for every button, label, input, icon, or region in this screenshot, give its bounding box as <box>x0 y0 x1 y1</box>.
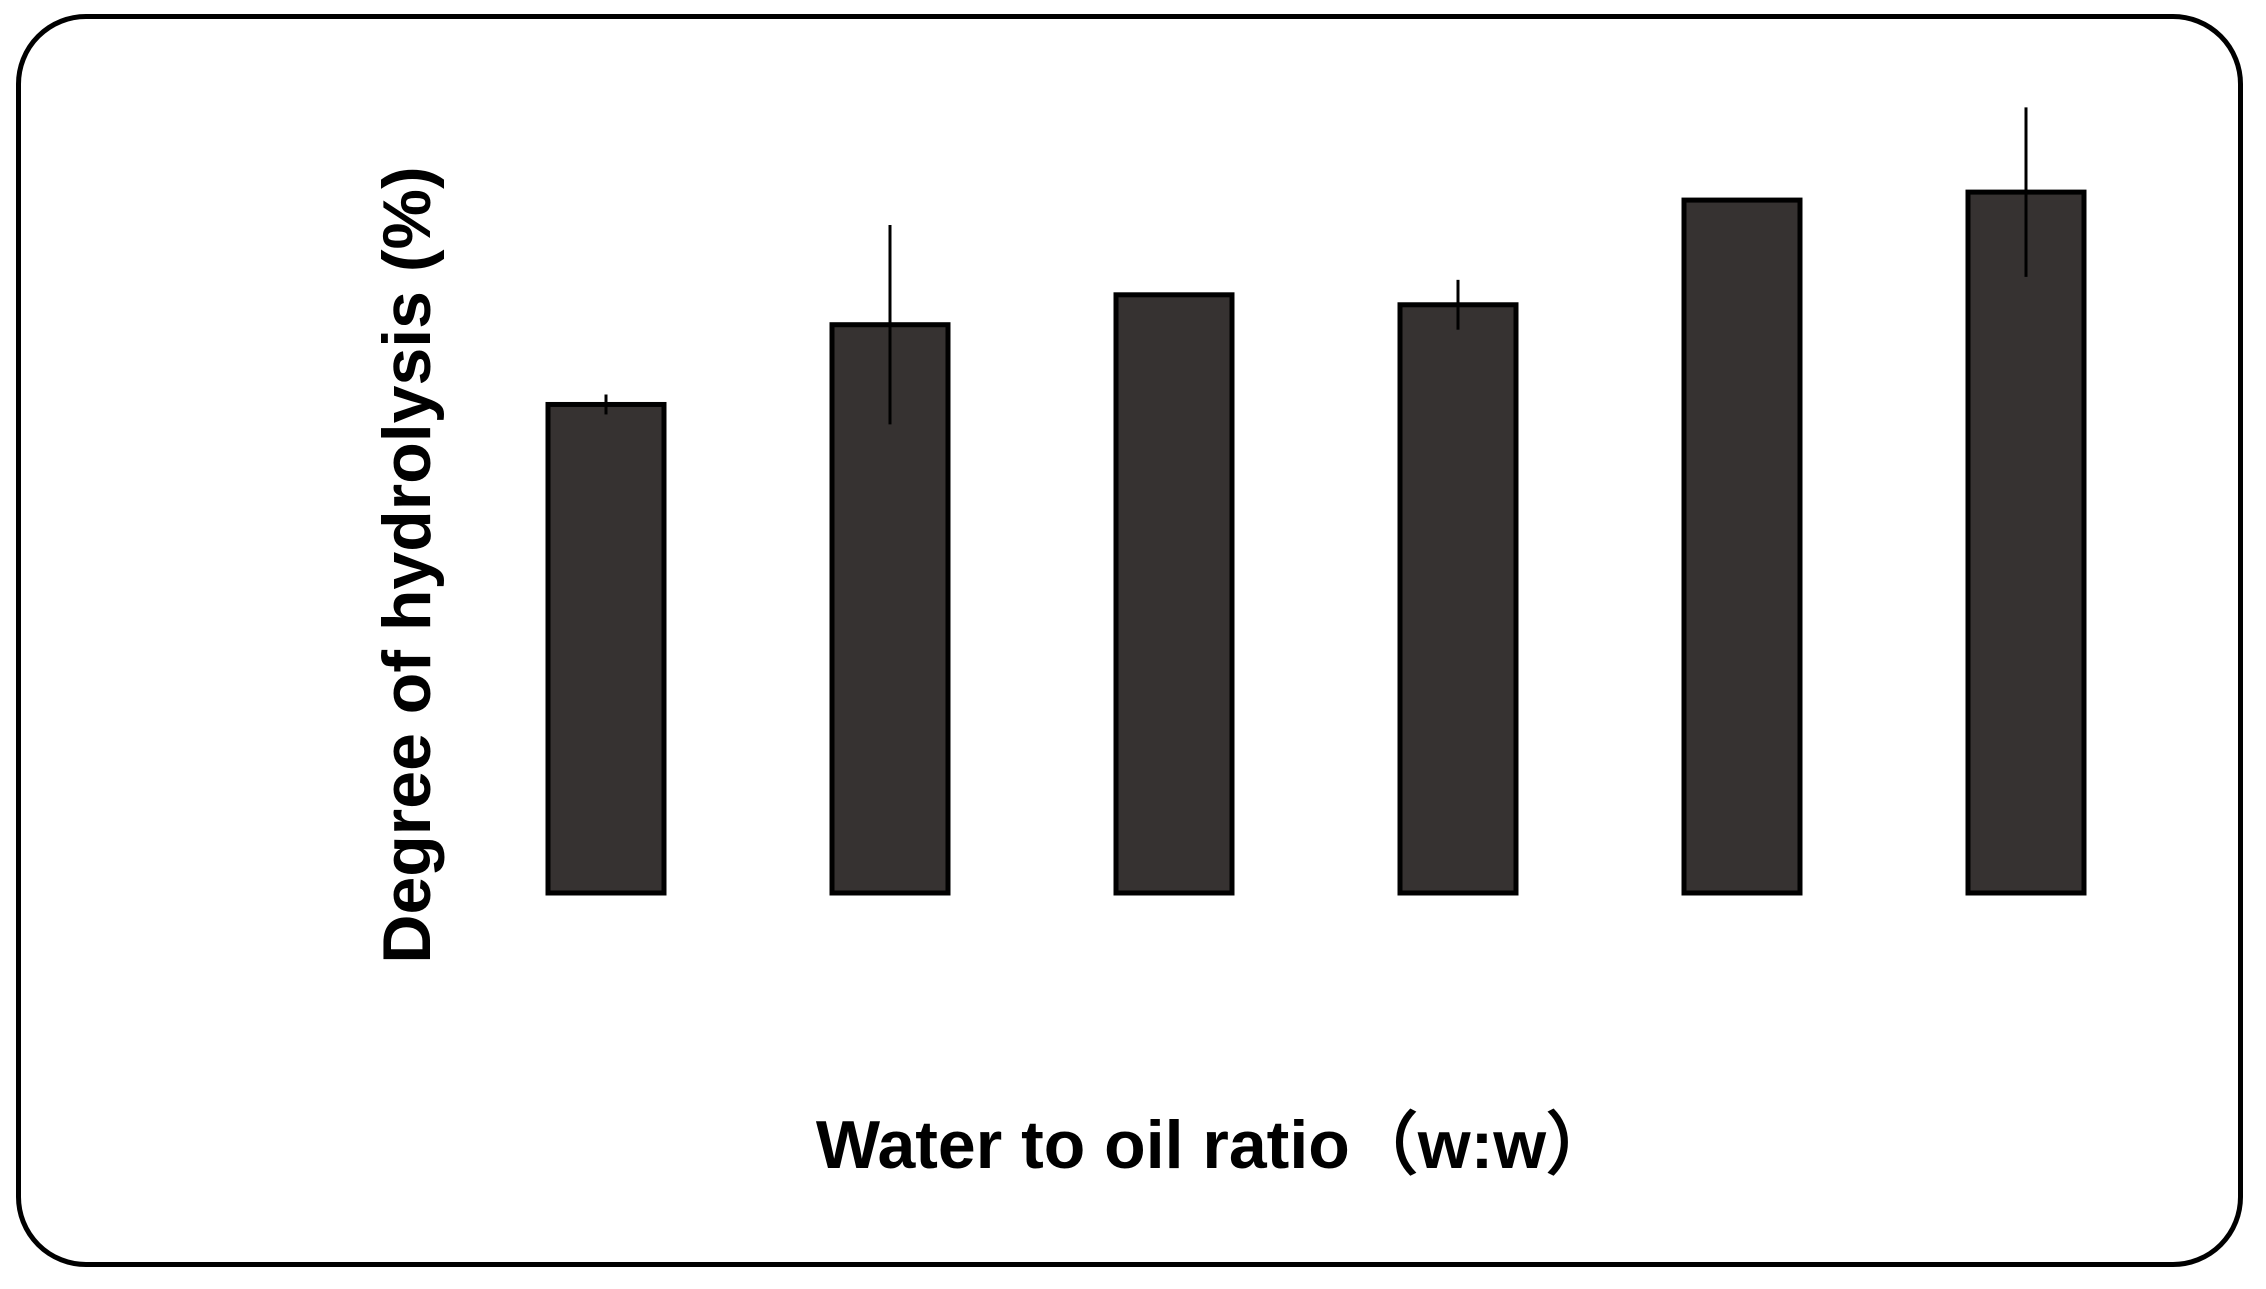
bar-6 <box>1965 189 2087 896</box>
error-bars-group <box>604 107 2028 425</box>
bars-group <box>545 189 2087 896</box>
bar-5 <box>1681 197 1803 896</box>
x-axis-label: Water to oil ratio（w:w） <box>816 1107 1614 1183</box>
bar-3 <box>1113 292 1235 896</box>
y-axis-label: Degree of hydrolysis (%) <box>369 166 445 963</box>
bar-1 <box>545 401 667 896</box>
bar-4 <box>1397 302 1519 896</box>
